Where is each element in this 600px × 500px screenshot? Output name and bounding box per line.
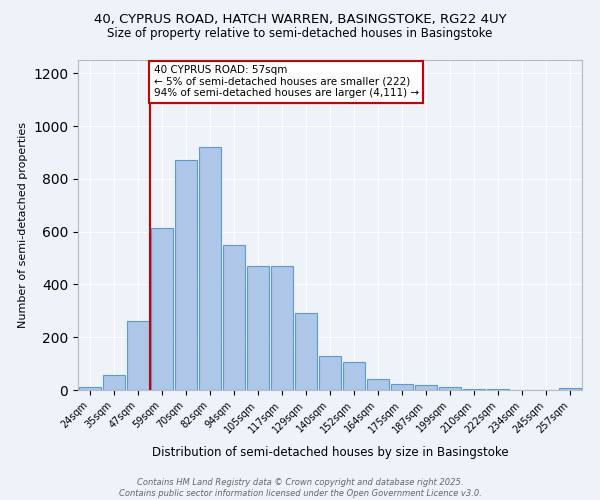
Bar: [319, 356, 341, 390]
Bar: [463, 389, 485, 390]
Bar: [559, 388, 581, 390]
Bar: [271, 266, 293, 390]
Bar: [295, 314, 317, 390]
Y-axis label: Number of semi-detached properties: Number of semi-detached properties: [17, 122, 28, 328]
Bar: [391, 384, 413, 390]
Bar: [367, 379, 389, 390]
Bar: [103, 374, 125, 390]
X-axis label: Distribution of semi-detached houses by size in Basingstoke: Distribution of semi-detached houses by …: [152, 446, 508, 459]
Text: 40, CYPRUS ROAD, HATCH WARREN, BASINGSTOKE, RG22 4UY: 40, CYPRUS ROAD, HATCH WARREN, BASINGSTO…: [94, 12, 506, 26]
Bar: [151, 228, 173, 390]
Bar: [223, 245, 245, 390]
Bar: [343, 362, 365, 390]
Bar: [127, 322, 149, 390]
Bar: [79, 388, 101, 390]
Text: Contains HM Land Registry data © Crown copyright and database right 2025.
Contai: Contains HM Land Registry data © Crown c…: [119, 478, 481, 498]
Bar: [199, 147, 221, 390]
Bar: [415, 385, 437, 390]
Bar: [247, 266, 269, 390]
Text: 40 CYPRUS ROAD: 57sqm
← 5% of semi-detached houses are smaller (222)
94% of semi: 40 CYPRUS ROAD: 57sqm ← 5% of semi-detac…: [154, 66, 419, 98]
Text: Size of property relative to semi-detached houses in Basingstoke: Size of property relative to semi-detach…: [107, 28, 493, 40]
Bar: [175, 160, 197, 390]
Bar: [439, 387, 461, 390]
